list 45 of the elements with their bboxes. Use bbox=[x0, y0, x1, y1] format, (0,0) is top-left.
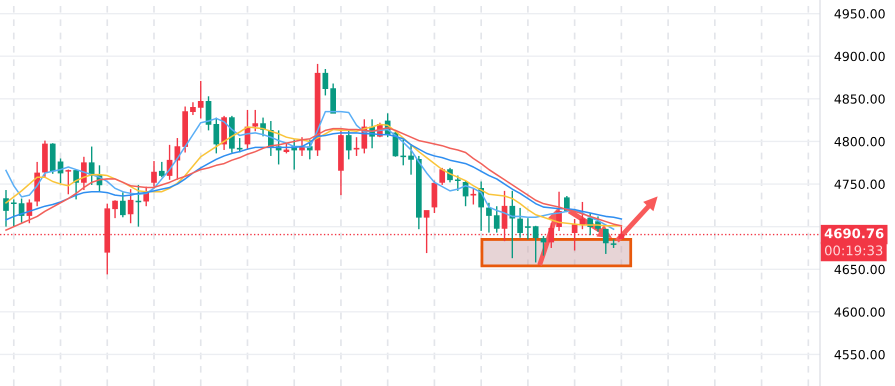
candlestick bbox=[120, 192, 126, 218]
candlestick bbox=[65, 168, 72, 195]
candlestick bbox=[454, 174, 461, 192]
y-tick-label: 4600.00 bbox=[834, 307, 885, 317]
y-tick-label: 4650.00 bbox=[834, 264, 885, 274]
candlestick bbox=[548, 222, 554, 249]
y-tick-label: 4900.00 bbox=[834, 52, 885, 62]
candlestick bbox=[252, 109, 258, 132]
candlestick bbox=[190, 102, 196, 116]
candlestick bbox=[470, 188, 476, 206]
candlestick bbox=[213, 116, 220, 154]
y-tick-label: 4850.00 bbox=[834, 94, 885, 104]
y-tick-label: 4550.00 bbox=[834, 350, 885, 360]
candlestick bbox=[112, 200, 118, 219]
y-tick-label: 4750.00 bbox=[834, 180, 885, 189]
candlestick bbox=[158, 161, 165, 178]
candlestick bbox=[322, 68, 328, 96]
y-tick-label: 4950.00 bbox=[834, 9, 885, 19]
candlestick bbox=[10, 198, 17, 228]
ref-line-label: 4690.76 bbox=[824, 228, 884, 238]
y-tick-label: 4800.00 bbox=[834, 136, 885, 146]
candlestick bbox=[198, 80, 204, 120]
candlestick bbox=[284, 142, 290, 154]
candlestick bbox=[400, 139, 406, 166]
candlestick bbox=[494, 206, 500, 234]
candlestick bbox=[408, 143, 414, 176]
candlestick bbox=[602, 228, 609, 255]
candlestick bbox=[618, 226, 624, 240]
candlestick bbox=[486, 202, 492, 234]
candlestick bbox=[525, 217, 531, 240]
text: 00:19:33 bbox=[824, 245, 882, 256]
candlestick bbox=[540, 235, 546, 256]
candlestick bbox=[206, 96, 212, 132]
candlestick bbox=[136, 184, 142, 228]
candlestick bbox=[346, 128, 352, 160]
candlestick bbox=[432, 180, 438, 214]
candlestick bbox=[354, 136, 360, 157]
candlestick bbox=[3, 189, 9, 228]
candlestick bbox=[18, 198, 24, 224]
candlestick bbox=[572, 218, 578, 252]
candlestick bbox=[236, 137, 243, 154]
candlestick bbox=[151, 160, 157, 188]
candlestick bbox=[517, 207, 523, 238]
candlestick bbox=[532, 225, 539, 264]
candlestick bbox=[128, 188, 134, 224]
